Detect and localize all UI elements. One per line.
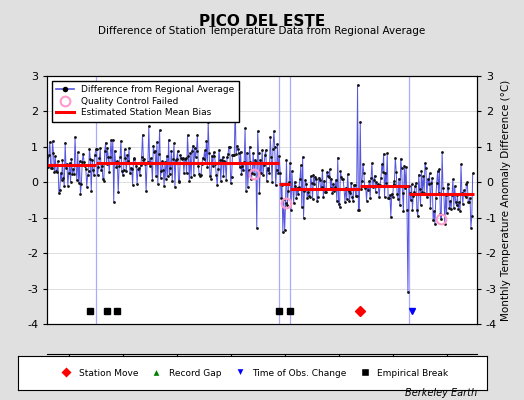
Y-axis label: Monthly Temperature Anomaly Difference (°C): Monthly Temperature Anomaly Difference (… [501, 79, 511, 321]
Text: Difference of Station Temperature Data from Regional Average: Difference of Station Temperature Data f… [99, 26, 425, 36]
Text: Berkeley Earth: Berkeley Earth [405, 388, 477, 398]
Legend: Difference from Regional Average, Quality Control Failed, Estimated Station Mean: Difference from Regional Average, Qualit… [52, 80, 239, 122]
Text: PICO DEL ESTE: PICO DEL ESTE [199, 14, 325, 29]
Legend: Station Move, Record Gap, Time of Obs. Change, Empirical Break: Station Move, Record Gap, Time of Obs. C… [54, 366, 451, 380]
